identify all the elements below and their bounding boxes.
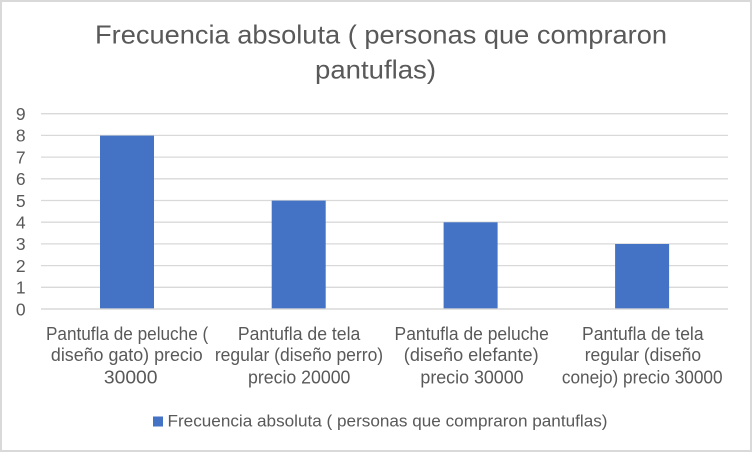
svg-text:diseño gato) precio: diseño gato) precio bbox=[51, 344, 203, 365]
svg-text:Frecuencia absoluta ( personas: Frecuencia absoluta ( personas que compr… bbox=[95, 19, 667, 49]
svg-text:8: 8 bbox=[16, 126, 26, 146]
svg-text:6: 6 bbox=[16, 169, 26, 189]
svg-text:1: 1 bbox=[16, 278, 26, 298]
svg-text:conejo) precio 30000: conejo) precio 30000 bbox=[562, 366, 723, 387]
svg-text:Pantufla de tela: Pantufla de tela bbox=[582, 323, 704, 344]
svg-text:Pantufla de peluche (: Pantufla de peluche ( bbox=[46, 323, 209, 344]
svg-text:Pantufla de tela: Pantufla de tela bbox=[238, 323, 361, 344]
svg-text:30000: 30000 bbox=[104, 366, 158, 387]
svg-text:regular (diseño perro): regular (diseño perro) bbox=[215, 344, 383, 365]
svg-text:9: 9 bbox=[16, 104, 26, 124]
svg-text:regular (diseño: regular (diseño bbox=[585, 344, 701, 365]
svg-text:precio 20000: precio 20000 bbox=[248, 366, 350, 387]
svg-text:4: 4 bbox=[16, 213, 26, 233]
svg-text:2: 2 bbox=[16, 256, 26, 276]
svg-text:pantuflas): pantuflas) bbox=[315, 54, 436, 84]
svg-text:Frecuencia absoluta ( personas: Frecuencia absoluta ( personas que compr… bbox=[168, 413, 608, 431]
svg-text:(diseño elefante): (diseño elefante) bbox=[404, 344, 539, 365]
svg-text:precio 30000: precio 30000 bbox=[420, 366, 523, 387]
svg-text:5: 5 bbox=[16, 191, 26, 211]
svg-text:Pantufla de peluche: Pantufla de peluche bbox=[395, 323, 549, 344]
svg-text:3: 3 bbox=[16, 234, 26, 254]
svg-text:0: 0 bbox=[16, 299, 26, 319]
svg-text:7: 7 bbox=[16, 147, 26, 167]
